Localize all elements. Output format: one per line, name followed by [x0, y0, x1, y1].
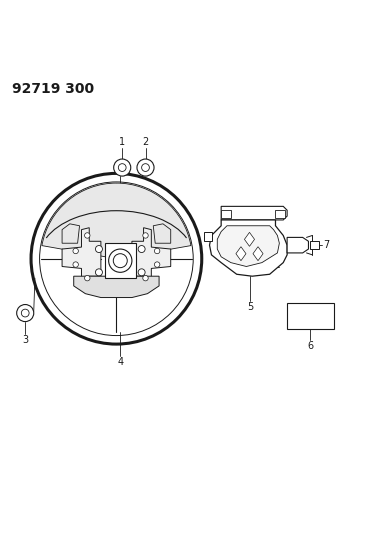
Bar [105, 243, 136, 278]
Circle shape [85, 276, 90, 281]
Circle shape [138, 246, 145, 253]
Circle shape [85, 233, 90, 238]
Circle shape [154, 248, 160, 254]
Bar [275, 210, 285, 218]
Circle shape [73, 248, 78, 254]
Polygon shape [210, 220, 287, 276]
Bar [310, 241, 319, 249]
Wedge shape [42, 183, 191, 259]
Circle shape [95, 269, 102, 276]
Polygon shape [253, 247, 263, 261]
Circle shape [143, 233, 148, 238]
Polygon shape [287, 237, 308, 253]
Text: 4: 4 [117, 357, 123, 367]
Polygon shape [62, 228, 101, 282]
Text: 3: 3 [22, 335, 28, 345]
Polygon shape [217, 226, 279, 266]
Text: 6: 6 [307, 341, 314, 351]
Circle shape [31, 173, 202, 344]
Text: 5: 5 [247, 302, 253, 312]
Polygon shape [132, 228, 171, 282]
Polygon shape [153, 224, 171, 243]
Circle shape [137, 159, 154, 176]
Circle shape [138, 269, 145, 276]
Polygon shape [236, 247, 246, 261]
Circle shape [154, 262, 160, 267]
Circle shape [73, 262, 78, 267]
Bar [221, 210, 231, 218]
Text: 92719 300: 92719 300 [12, 82, 94, 96]
Text: 2: 2 [142, 138, 149, 147]
Circle shape [17, 304, 34, 321]
Text: 1: 1 [119, 138, 125, 147]
Circle shape [109, 249, 132, 272]
Circle shape [21, 309, 29, 317]
Polygon shape [221, 206, 287, 220]
Circle shape [114, 159, 131, 176]
Circle shape [95, 246, 102, 253]
Circle shape [142, 164, 149, 172]
Circle shape [118, 164, 126, 172]
Polygon shape [62, 224, 80, 243]
Polygon shape [244, 232, 255, 246]
Circle shape [143, 276, 148, 281]
Bar [204, 231, 212, 241]
Text: SRS: SRS [243, 233, 258, 242]
Text: 7: 7 [323, 240, 329, 250]
Polygon shape [74, 276, 159, 297]
Circle shape [113, 254, 127, 268]
Bar [287, 303, 334, 328]
